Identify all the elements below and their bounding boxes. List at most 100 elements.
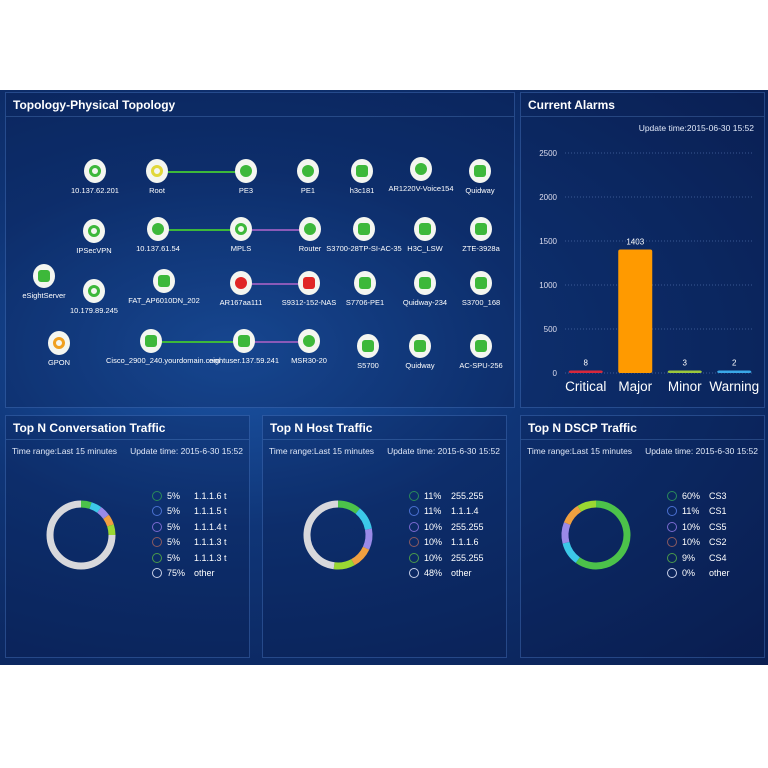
- topology-node[interactable]: eSightServer: [0, 264, 89, 300]
- legend-item[interactable]: 5% 1.1.1.3 t: [152, 535, 227, 551]
- legend-item[interactable]: 5% 1.1.1.4 t: [152, 519, 227, 535]
- legend-item[interactable]: 11% 255.255: [409, 488, 484, 504]
- node-label: MPLS: [230, 244, 252, 253]
- topology-node[interactable]: S3700_168: [436, 271, 526, 307]
- donut-slice[interactable]: [103, 514, 114, 527]
- topology-node[interactable]: H3C_LSW: [380, 217, 470, 253]
- node-label: Quidway-234: [402, 298, 448, 307]
- dashboard: Topology-Physical Topology 10.137.62.201…: [0, 90, 768, 665]
- node-label: S7706-PE1: [345, 298, 385, 307]
- legend-item[interactable]: 10% 255.255: [409, 519, 484, 535]
- y-tick-label: 1500: [539, 237, 557, 246]
- topology-node[interactable]: FAT_AP6010DN_202: [119, 269, 209, 305]
- topology-link: [241, 283, 309, 285]
- bar-major[interactable]: [618, 249, 653, 373]
- donut-slice[interactable]: [575, 500, 631, 570]
- node-label: ZTE-3928a: [462, 244, 500, 253]
- switch-icon: [470, 271, 492, 295]
- topology-node[interactable]: S3700-28TP-SI-AC-35: [319, 217, 409, 253]
- donut-slice[interactable]: [362, 528, 373, 550]
- legend-percent: 75%: [167, 568, 186, 579]
- legend-item[interactable]: 10% 1.1.1.6: [409, 535, 484, 551]
- legend-item[interactable]: 11% 1.1.1.4: [409, 504, 484, 520]
- legend-ring-icon: [409, 506, 419, 517]
- topology-node[interactable]: PE1: [263, 159, 353, 195]
- topology-node[interactable]: 10.179.89.245: [49, 279, 139, 315]
- donut-slice[interactable]: [577, 500, 597, 512]
- donut-slice[interactable]: [562, 541, 581, 563]
- topology-node[interactable]: PE3: [201, 159, 291, 195]
- donut-slice[interactable]: [97, 507, 109, 519]
- legend-ring-icon: [667, 568, 677, 579]
- topology-node[interactable]: eightuser.137.59.241: [199, 329, 289, 365]
- legend-ring-icon: [667, 521, 677, 532]
- donut-slice[interactable]: [80, 500, 92, 509]
- topology-node[interactable]: AR167aa111: [196, 271, 286, 307]
- legend-item[interactable]: 10% CS2: [667, 535, 730, 551]
- donut-slice[interactable]: [563, 505, 582, 526]
- topology-node[interactable]: 10.137.62.201: [50, 159, 140, 195]
- donut-slice[interactable]: [89, 502, 102, 513]
- legend-item[interactable]: 5% 1.1.1.3 t: [152, 550, 227, 566]
- donut-slice[interactable]: [561, 522, 571, 544]
- topology-canvas: 10.137.62.201 Root PE3 PE1 h3c181 AR1220V-Voi…: [1, 1, 521, 401]
- donut-slice[interactable]: [333, 559, 355, 570]
- topology-node[interactable]: Quidway-234: [380, 271, 470, 307]
- server-icon: [33, 264, 55, 288]
- node-label: S5700: [357, 361, 379, 370]
- x-category-label: Minor: [668, 379, 702, 394]
- legend-ring-icon: [409, 552, 419, 563]
- legend-label: 1.1.1.3 t: [194, 537, 227, 548]
- bar-critical[interactable]: [568, 370, 603, 374]
- update-time: Update time: 2015-6-30 15:52: [387, 446, 500, 456]
- donut-chart: [46, 500, 116, 570]
- router-icon: [299, 217, 321, 241]
- legend-item[interactable]: 75% other: [152, 566, 227, 582]
- donut-slice[interactable]: [303, 500, 339, 570]
- node-label: Root: [149, 186, 165, 195]
- topology-node[interactable]: Quidway: [435, 159, 525, 195]
- legend-ring-icon: [409, 568, 419, 579]
- topology-node[interactable]: Root: [112, 159, 202, 195]
- topology-node[interactable]: S5700: [323, 334, 413, 370]
- legend-item[interactable]: 5% 1.1.1.6 t: [152, 488, 227, 504]
- node-label: 10.137.61.54: [136, 244, 180, 253]
- topology-node[interactable]: Cisco_2900_240.yourdomain.com: [106, 329, 220, 365]
- topology-node[interactable]: MSR30-20: [264, 329, 354, 365]
- legend-label: other: [451, 568, 472, 579]
- donut-slice[interactable]: [337, 500, 360, 514]
- legend-item[interactable]: 48% other: [409, 566, 484, 582]
- topology-node[interactable]: GPON: [14, 331, 104, 367]
- topology-node[interactable]: AR1220V-Voice154: [376, 157, 466, 193]
- router-icon: [230, 271, 252, 295]
- topology-node[interactable]: AC-SPU-256: [436, 334, 526, 370]
- topology-node[interactable]: S9312-152-NAS: [264, 271, 354, 307]
- switch-icon: [414, 217, 436, 241]
- donut-slice[interactable]: [107, 524, 116, 536]
- donut-slice[interactable]: [46, 500, 116, 570]
- topology-node[interactable]: Quidway: [375, 334, 465, 370]
- legend-item[interactable]: 60% CS3: [667, 488, 730, 504]
- switch-icon: [357, 334, 379, 358]
- switch-icon: [140, 329, 162, 353]
- bar-warning[interactable]: [717, 370, 752, 374]
- topology-node[interactable]: 10.137.61.54: [113, 217, 203, 253]
- bar-minor[interactable]: [667, 370, 702, 374]
- node-label: 10.179.89.245: [70, 306, 118, 315]
- topology-node[interactable]: Router: [265, 217, 355, 253]
- donut-slice[interactable]: [351, 546, 370, 566]
- topology-node[interactable]: S7706-PE1: [320, 271, 410, 307]
- topology-node[interactable]: ZTE-3928a: [436, 217, 526, 253]
- legend-item[interactable]: 0% other: [667, 566, 730, 582]
- legend-item[interactable]: 10% 255.255: [409, 550, 484, 566]
- topology-node[interactable]: MPLS: [196, 217, 286, 253]
- legend-item[interactable]: 5% 1.1.1.5 t: [152, 504, 227, 520]
- topology-node[interactable]: IPSecVPN: [49, 219, 139, 255]
- legend-item[interactable]: 9% CS4: [667, 550, 730, 566]
- node-label: PE3: [238, 186, 254, 195]
- legend-item[interactable]: 11% CS1: [667, 504, 730, 520]
- donut-slice[interactable]: [355, 508, 372, 531]
- topology-node[interactable]: h3c181: [317, 159, 407, 195]
- legend-item[interactable]: 10% CS5: [667, 519, 730, 535]
- node-label: GPON: [47, 358, 71, 367]
